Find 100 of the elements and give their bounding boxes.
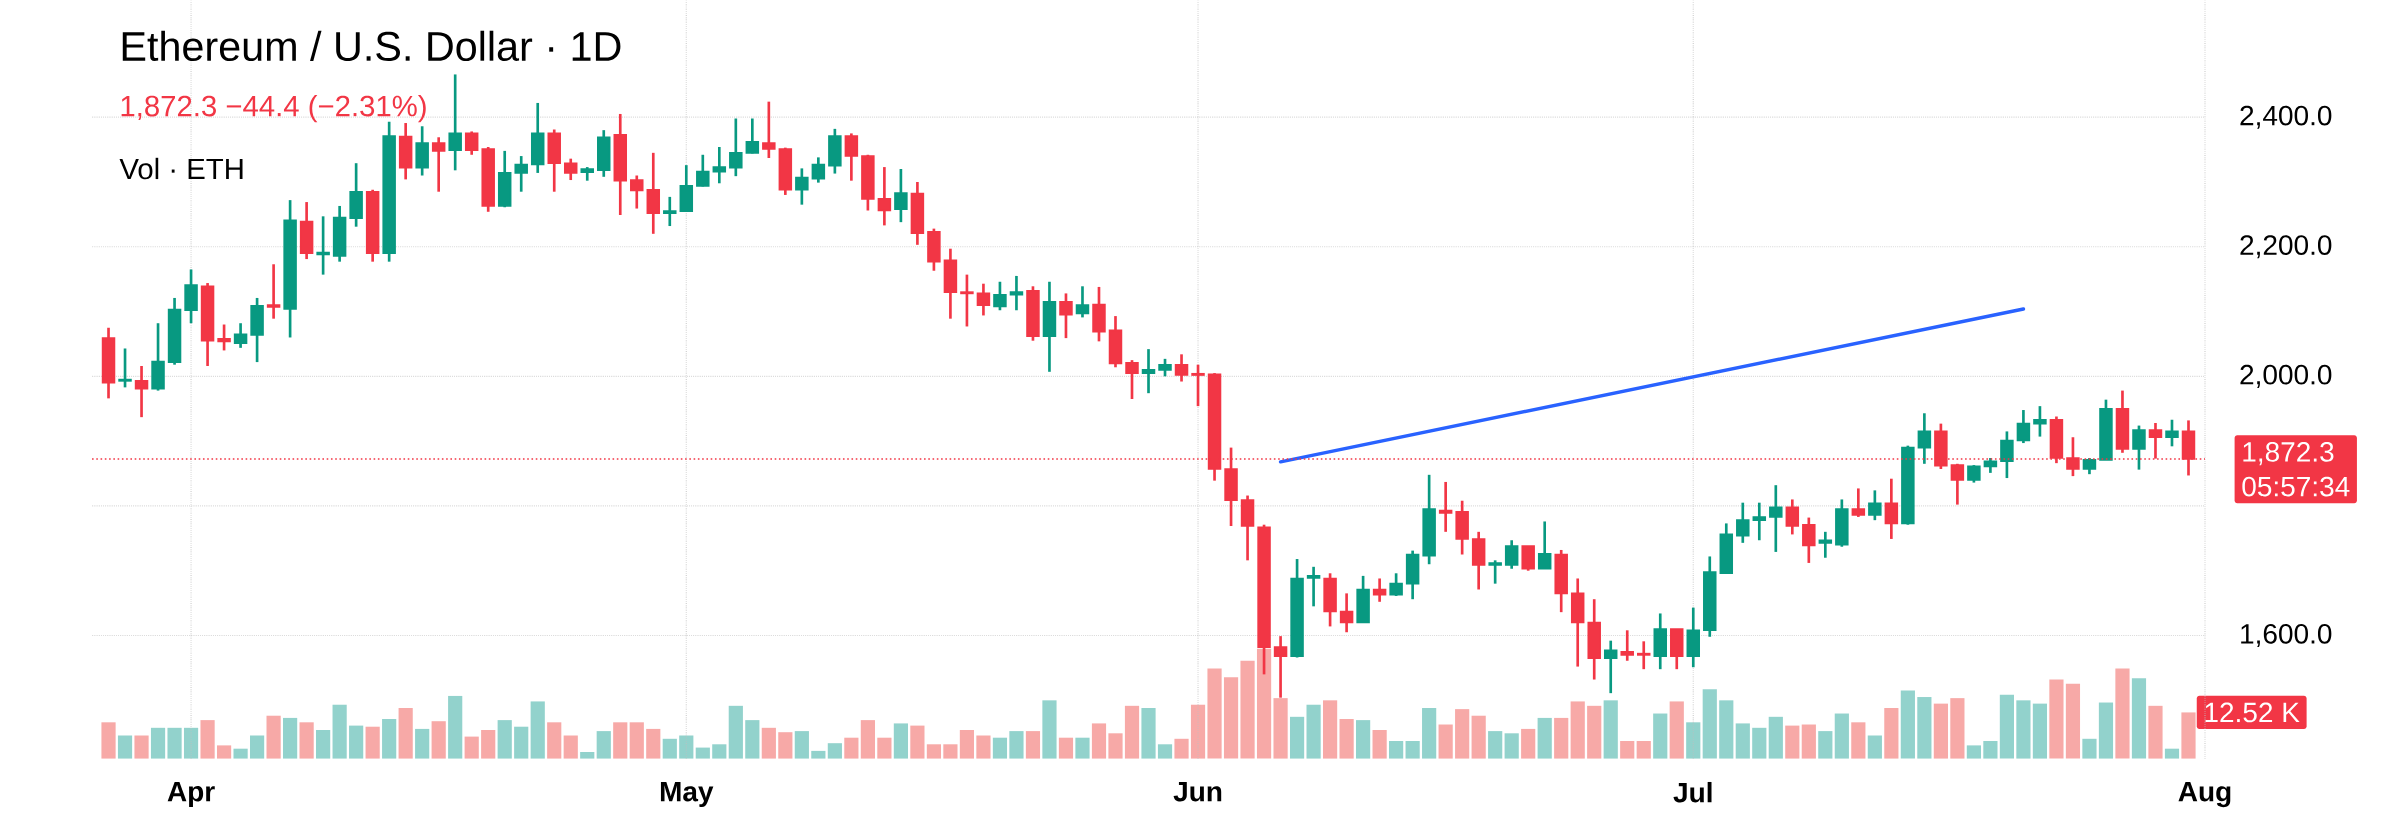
candlestick: [1818, 530, 1833, 560]
candlestick: [514, 154, 528, 194]
bar: [1422, 708, 1437, 759]
bar: [1025, 731, 1041, 759]
bar: [1669, 701, 1684, 759]
candlestick: [316, 215, 330, 277]
bar: [481, 730, 496, 759]
bar: [1702, 689, 1717, 759]
bar: [2181, 712, 2196, 759]
bar: [2131, 678, 2147, 759]
bar: [1554, 718, 1569, 759]
bar: [266, 715, 281, 759]
candlestick: [729, 117, 743, 178]
candlestick: [1950, 462, 1965, 507]
candlestick: [118, 347, 132, 389]
candlestick: [2132, 424, 2146, 472]
candlestick: [1620, 629, 1634, 663]
bar: [283, 718, 298, 759]
candlestick: [696, 153, 710, 189]
candlestick: [1785, 498, 1800, 536]
candlestick: [1802, 516, 1816, 565]
bar: [1537, 718, 1552, 759]
bar: [1207, 668, 1222, 759]
bar: [1587, 706, 1602, 759]
bar: [1686, 722, 1701, 759]
bar: [200, 720, 215, 759]
candlestick: [1752, 501, 1767, 542]
bar: [959, 730, 975, 759]
candlestick: [1438, 480, 1453, 534]
bar: [860, 720, 875, 759]
bar: [1091, 723, 1107, 759]
bar: [299, 722, 314, 759]
candlestick: [2000, 430, 2014, 480]
bar: [1818, 731, 1833, 759]
candlestick: [217, 323, 231, 352]
bar: [1405, 741, 1420, 759]
candlestick: [976, 282, 991, 317]
bar: [926, 744, 942, 759]
bar: [464, 736, 479, 759]
candlestick: [2033, 405, 2047, 439]
bar: [2016, 700, 2031, 759]
bar: [233, 748, 248, 759]
bar: [1389, 741, 1404, 759]
bar: [1933, 703, 1948, 759]
bar: [1058, 737, 1074, 759]
candlestick: [993, 280, 1007, 312]
bar: [2115, 668, 2130, 759]
bar: [2082, 739, 2097, 759]
candlestick: [1769, 484, 1783, 554]
candlestick: [1521, 544, 1535, 573]
candlestick: [431, 136, 446, 194]
bar: [728, 706, 743, 759]
bar: [827, 743, 842, 759]
bar: [1801, 724, 1816, 759]
bar: [1306, 704, 1321, 759]
candlestick: [630, 174, 644, 211]
bar: [662, 739, 677, 759]
bar: [1289, 717, 1305, 759]
bar: [1620, 741, 1635, 759]
chart-title: Vol · ETH: [119, 158, 243, 180]
bar: [1752, 728, 1767, 759]
text: 05:57:34: [2242, 476, 2350, 497]
bar: [547, 722, 562, 759]
bar: [893, 723, 908, 759]
bar: [1504, 733, 1519, 759]
bar: [167, 728, 182, 759]
candlestick: [266, 263, 281, 321]
bar: [910, 725, 925, 759]
bar: [1966, 745, 1981, 759]
bar: [2065, 684, 2081, 759]
bar: [1488, 731, 1503, 759]
bar: [349, 725, 364, 759]
candlestick: [1736, 501, 1750, 545]
bar: [316, 730, 331, 759]
bar: [101, 722, 116, 759]
bar: [249, 735, 265, 759]
bar: [712, 744, 727, 759]
candlestick: [1917, 412, 1932, 466]
bar: [679, 735, 694, 759]
candlestick: [1637, 640, 1651, 671]
x-tick-label: Jul: [1673, 782, 1712, 803]
bar: [1174, 739, 1189, 759]
bar: [1521, 729, 1536, 759]
bar: [2148, 706, 2163, 759]
candlestick: [2165, 418, 2179, 448]
bar: [1141, 708, 1156, 759]
candlestick: [1306, 565, 1321, 608]
bar: [382, 719, 397, 759]
bar: [613, 722, 628, 759]
bar: [1917, 697, 1932, 759]
bar: [844, 737, 859, 759]
candlestick: [663, 195, 677, 228]
candlestick: [1868, 489, 1882, 522]
bar: [216, 745, 232, 759]
bar: [2098, 702, 2114, 759]
bar: [695, 747, 710, 759]
bar: [1884, 708, 1899, 759]
candlestick: [1174, 353, 1189, 384]
ref-line-label: 1,872.3: [2243, 442, 2334, 466]
bar: [1950, 698, 1965, 759]
